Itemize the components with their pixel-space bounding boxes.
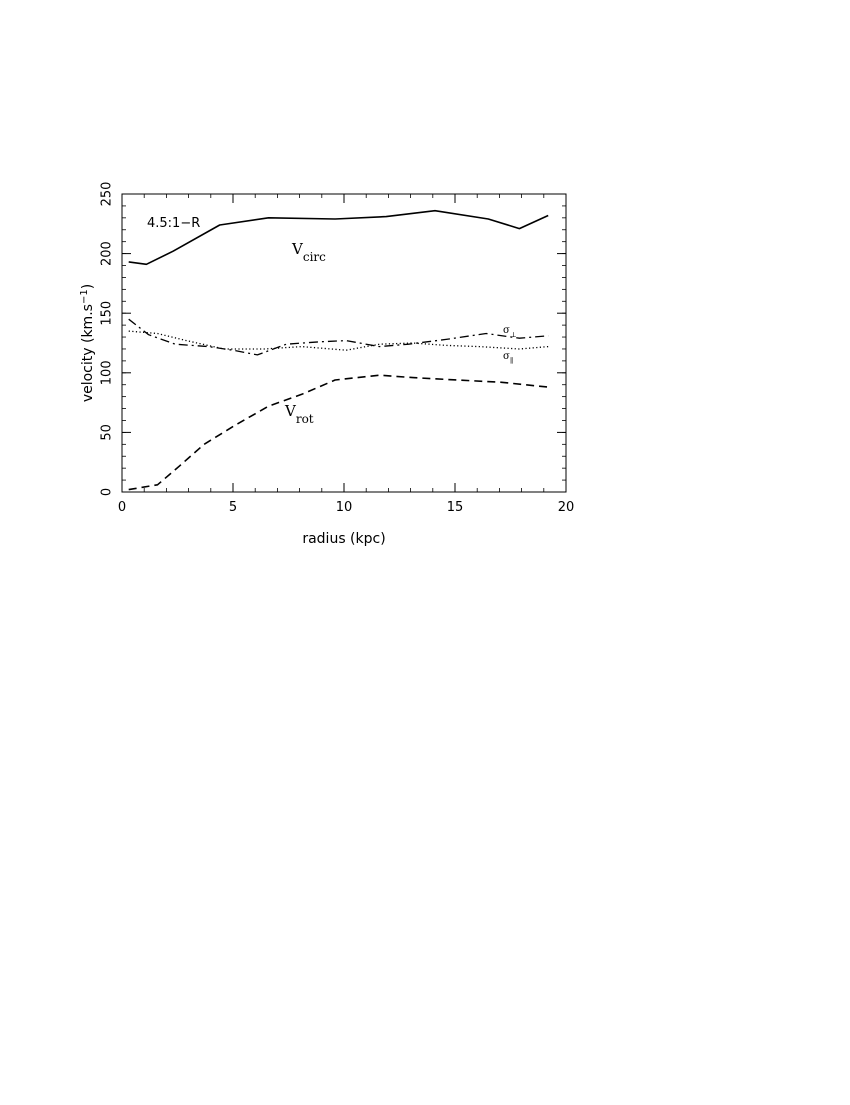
x-axis-label: radius (kpc)	[302, 531, 385, 547]
x-tick-label: 15	[447, 500, 464, 515]
sigma-par-label-main: σ	[503, 351, 510, 362]
y-tick-label: 200	[100, 241, 115, 266]
series-line-v-circ	[128, 209, 549, 266]
y-tick-label: 0	[100, 488, 115, 496]
vcirc-label-sub: circ	[303, 250, 326, 264]
sigma-perp-label-main: σ	[503, 325, 510, 336]
vcirc-label-main: V	[291, 240, 304, 258]
x-tick-label: 5	[229, 500, 237, 515]
y-axis-label-sup: −1	[79, 289, 90, 304]
series-line-sigma-perp	[128, 318, 549, 356]
x-tick-label: 10	[336, 500, 353, 515]
series-label-vrot: Vrot	[284, 402, 314, 426]
sigma-perp-label-sub: ⊥	[510, 331, 517, 339]
series-label-vcirc: Vcirc	[291, 240, 326, 264]
y-tick-label: 100	[100, 360, 115, 385]
x-tick-label: 0	[118, 500, 126, 515]
series-line-sigma-parallel	[128, 330, 549, 351]
y-axis-label-main: velocity (km.s	[80, 304, 96, 402]
y-tick-label: 150	[100, 301, 115, 326]
labels-layer: 4.5:1−R radius (kpc) velocity (km.s−1) V…	[79, 216, 517, 547]
series-label-sigma-perp: σ⊥	[503, 325, 516, 339]
panel-label: 4.5:1−R	[147, 216, 200, 231]
sigma-par-label-sub: ∥	[510, 357, 513, 365]
y-tick-label: 50	[100, 424, 115, 441]
vrot-label-sub: rot	[296, 412, 314, 426]
y-axis-label-tail: )	[80, 284, 96, 289]
y-tick-label: 250	[100, 182, 115, 207]
plot-frame	[121, 193, 567, 493]
y-axis-label: velocity (km.s−1)	[79, 284, 97, 402]
series-layer	[128, 209, 549, 491]
series-label-sigma-parallel: σ∥	[503, 351, 513, 365]
vrot-label-main: V	[284, 402, 297, 420]
series-line-v-rot	[128, 374, 549, 491]
x-tick-label: 20	[558, 500, 575, 515]
